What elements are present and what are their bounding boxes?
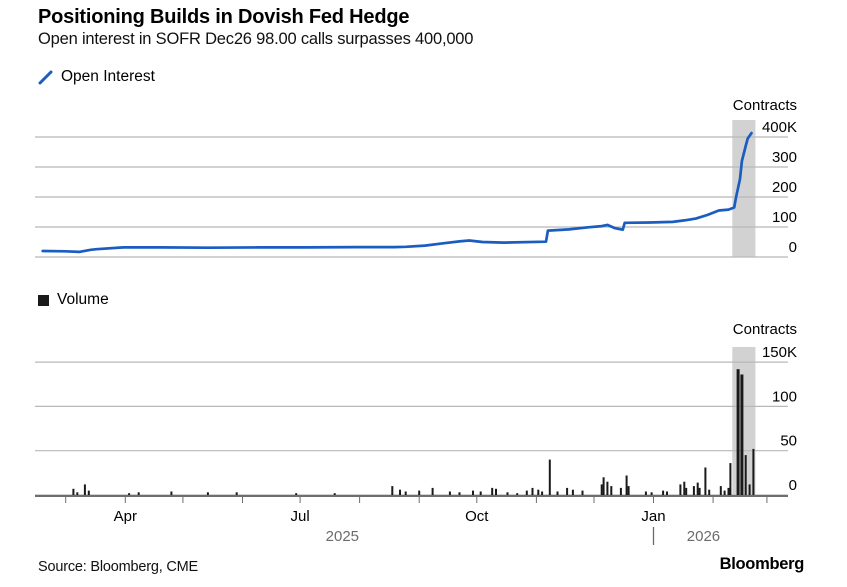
volume-bar	[748, 484, 751, 495]
y-tick-label: 200	[772, 179, 797, 196]
volume-bar	[704, 467, 707, 495]
volume-bar	[399, 489, 401, 495]
volume-bar	[458, 492, 461, 495]
page-subtitle: Open interest in SOFR Dec26 98.00 calls …	[38, 30, 474, 48]
source-note: Source: Bloomberg, CME	[38, 559, 198, 575]
legend-open-interest: Open Interest	[38, 68, 155, 86]
y-tick-label: 400K	[762, 119, 797, 136]
bar-series-marker-icon	[38, 294, 49, 306]
volume-bar	[531, 487, 534, 495]
y-tick-label: 150K	[762, 344, 797, 361]
volume-bar	[740, 374, 744, 495]
volume-bar	[206, 492, 209, 495]
volume-bar	[418, 490, 421, 495]
y-tick-label: 300	[772, 149, 797, 166]
volume-bar	[708, 489, 711, 495]
y-tick-label: 0	[789, 239, 797, 256]
volume-bar	[491, 487, 494, 495]
year-label: 2025	[326, 528, 359, 545]
y-tick-label: 100	[772, 388, 797, 405]
volume-bar	[744, 455, 747, 495]
volume-bar	[87, 490, 90, 495]
volume-bar	[698, 487, 701, 495]
volume-bar	[170, 491, 173, 495]
bloomberg-logo: Bloomberg	[719, 555, 805, 573]
line-series-marker-icon	[38, 70, 53, 84]
y-axis-unit-label: Contracts	[733, 97, 797, 114]
volume-bar	[472, 490, 474, 495]
volume-bar	[235, 492, 238, 495]
volume-bar	[662, 490, 665, 495]
volume-bar	[566, 487, 569, 495]
volume-bar	[541, 491, 544, 495]
volume-bar	[683, 481, 686, 495]
volume-bar	[685, 487, 688, 495]
volume-bar	[627, 486, 630, 495]
volume-bar	[333, 493, 336, 495]
legend-volume-label: Volume	[57, 291, 109, 308]
volume-bar	[679, 484, 682, 495]
open-interest-line	[41, 131, 753, 254]
legend-volume: Volume	[38, 291, 109, 309]
volume-bar	[666, 491, 668, 495]
volume-bar	[83, 484, 86, 495]
year-label: 2026	[687, 528, 720, 545]
legend-open-interest-label: Open Interest	[61, 68, 155, 85]
x-tick-label: Jul	[291, 508, 310, 525]
volume-bar	[571, 489, 574, 495]
page-title: Positioning Builds in Dovish Fed Hedge	[38, 6, 410, 28]
volume-bar	[479, 491, 482, 495]
volume-bar	[137, 492, 140, 495]
volume-bar	[548, 459, 551, 495]
x-tick-label: Apr	[114, 508, 137, 525]
volume-bar	[619, 487, 622, 495]
volume-bar	[431, 487, 434, 495]
volume-bar	[537, 489, 540, 495]
volume-bar	[516, 493, 519, 495]
volume-bar	[723, 490, 726, 495]
volume-bar	[752, 448, 755, 495]
volume-bar	[606, 481, 609, 495]
volume-bar	[495, 488, 497, 495]
y-tick-label: 50	[780, 433, 797, 450]
volume-bar	[625, 475, 628, 495]
volume-bar	[692, 486, 695, 495]
volume-bar	[295, 493, 298, 495]
y-tick-label: 0	[789, 477, 797, 494]
volume-bar	[72, 488, 75, 495]
volume-bar	[602, 477, 605, 495]
volume-bar	[448, 491, 451, 495]
highlight-band	[732, 347, 756, 495]
volume-bar	[581, 490, 584, 495]
volume-bar	[610, 486, 613, 495]
volume-bar	[644, 491, 647, 495]
volume-bar	[600, 484, 603, 495]
y-axis-unit-label: Contracts	[733, 321, 797, 338]
volume-bar	[391, 486, 394, 495]
volume-bar	[729, 463, 732, 495]
volume-bar	[719, 486, 722, 495]
volume-bar	[76, 492, 79, 495]
volume-bar	[696, 482, 699, 495]
volume-bar	[727, 487, 730, 495]
volume-bar	[128, 493, 131, 495]
volume-bar	[506, 492, 509, 495]
volume-bar	[650, 492, 653, 495]
y-tick-label: 100	[772, 209, 797, 226]
x-tick-label: Jan	[641, 508, 665, 525]
volume-bar	[556, 491, 559, 495]
volume-bar	[736, 369, 740, 495]
highlight-band	[732, 120, 756, 257]
x-tick-label: Oct	[465, 508, 489, 525]
volume-bar	[404, 491, 407, 495]
volume-bar	[525, 490, 528, 495]
